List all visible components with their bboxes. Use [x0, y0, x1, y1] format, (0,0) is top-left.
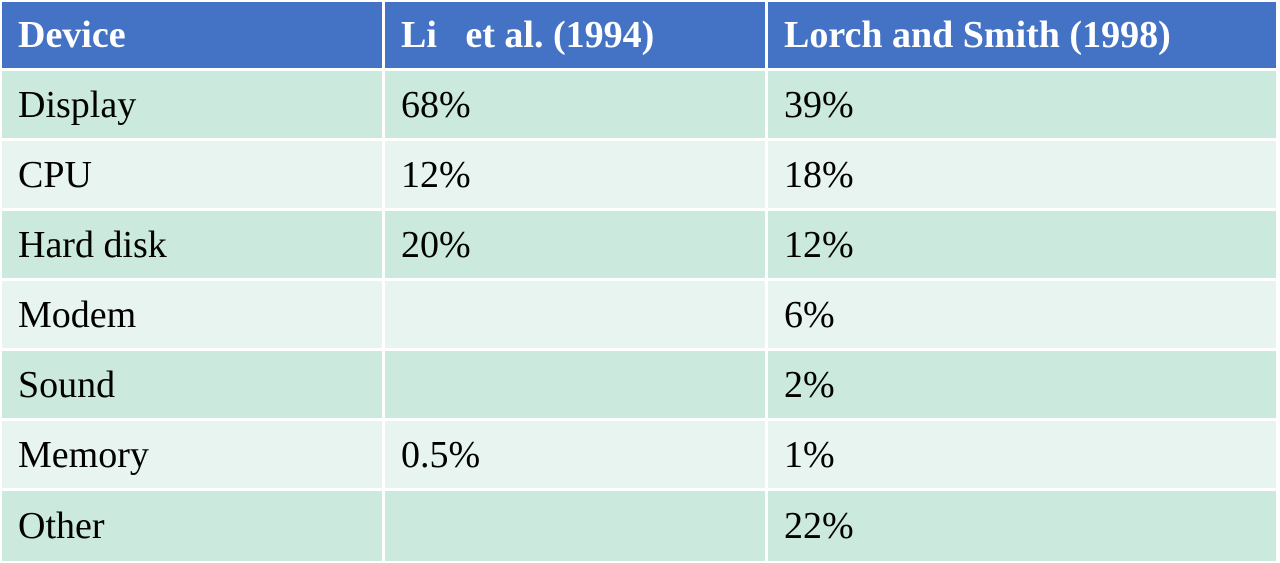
cell-li-1994	[385, 281, 768, 351]
cell-lorch-smith-1998: 22%	[768, 491, 1276, 561]
column-header-lorch-smith-1998: Lorch and Smith (1998)	[768, 2, 1276, 71]
column-header-device: Device	[2, 2, 385, 71]
cell-lorch-smith-1998: 18%	[768, 141, 1276, 211]
cell-lorch-smith-1998: 12%	[768, 211, 1276, 281]
table-row: Hard disk 20% 12%	[2, 211, 1276, 281]
cell-device: CPU	[2, 141, 385, 211]
cell-li-1994: 0.5%	[385, 421, 768, 491]
cell-li-1994	[385, 351, 768, 421]
cell-lorch-smith-1998: 6%	[768, 281, 1276, 351]
cell-li-1994: 20%	[385, 211, 768, 281]
table-row: CPU 12% 18%	[2, 141, 1276, 211]
cell-device: Modem	[2, 281, 385, 351]
column-header-li-1994: Li et al. (1994)	[385, 2, 768, 71]
cell-li-1994: 68%	[385, 71, 768, 141]
cell-device: Hard disk	[2, 211, 385, 281]
table-row: Display 68% 39%	[2, 71, 1276, 141]
cell-device: Memory	[2, 421, 385, 491]
table-row: Memory 0.5% 1%	[2, 421, 1276, 491]
cell-li-1994	[385, 491, 768, 561]
table-row: Other 22%	[2, 491, 1276, 561]
cell-lorch-smith-1998: 2%	[768, 351, 1276, 421]
table-row: Modem 6%	[2, 281, 1276, 351]
cell-device: Display	[2, 71, 385, 141]
cell-device: Other	[2, 491, 385, 561]
cell-lorch-smith-1998: 39%	[768, 71, 1276, 141]
cell-device: Sound	[2, 351, 385, 421]
cell-li-1994: 12%	[385, 141, 768, 211]
table-row: Sound 2%	[2, 351, 1276, 421]
table-header-row: Device Li et al. (1994) Lorch and Smith …	[2, 2, 1276, 71]
cell-lorch-smith-1998: 1%	[768, 421, 1276, 491]
